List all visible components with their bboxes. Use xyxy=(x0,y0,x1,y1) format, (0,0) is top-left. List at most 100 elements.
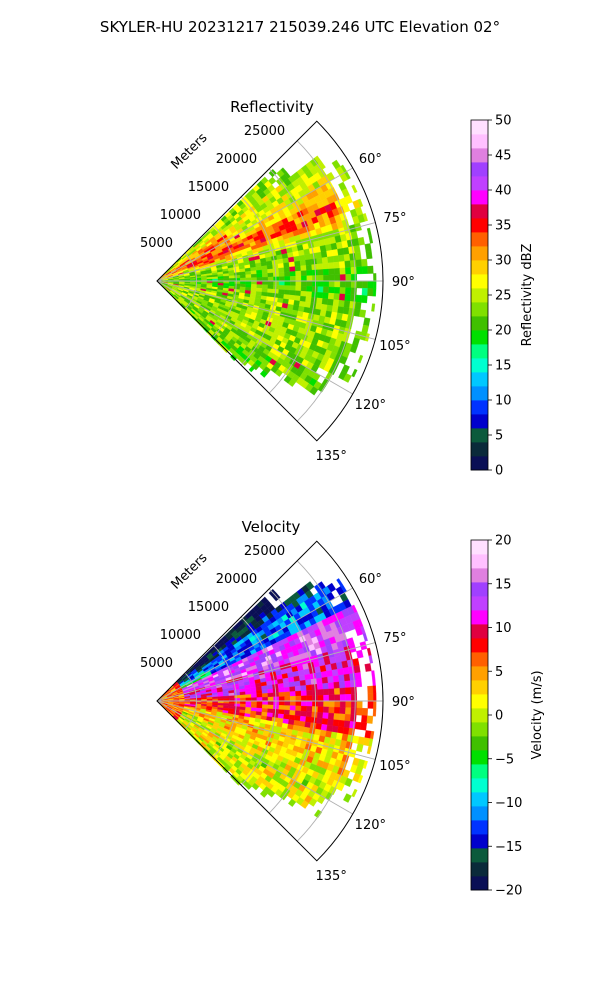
field-cell xyxy=(334,694,341,702)
field-cell xyxy=(256,269,263,275)
field-cell xyxy=(256,273,263,278)
field-cell xyxy=(316,257,323,265)
field-cell xyxy=(351,368,358,378)
field-cell xyxy=(284,696,291,702)
field-cell xyxy=(338,674,345,683)
field-cell xyxy=(262,276,269,282)
field-cell xyxy=(339,280,346,288)
field-cell xyxy=(328,700,335,708)
field-cell xyxy=(240,280,246,285)
colorbar-swatch xyxy=(471,610,488,625)
colorbar-tick-label: −10 xyxy=(495,796,522,811)
field-cell xyxy=(239,283,246,288)
field-cell xyxy=(239,691,246,696)
field-cell xyxy=(356,266,363,275)
field-cell xyxy=(251,697,258,702)
colorbar-swatch xyxy=(471,400,488,415)
field-cell xyxy=(239,274,246,279)
field-cell xyxy=(322,682,329,690)
field-cell xyxy=(245,703,252,708)
field-cell xyxy=(339,267,346,275)
field-cell xyxy=(372,288,377,297)
field-cell xyxy=(234,275,241,279)
field-cell xyxy=(293,675,301,682)
azimuth-tick-label: 75° xyxy=(383,211,406,226)
colorbar-swatch xyxy=(471,652,488,667)
field-cell xyxy=(361,324,369,334)
field-cell xyxy=(267,789,276,798)
field-cell xyxy=(294,680,301,687)
field-cell xyxy=(300,285,307,292)
field-cell xyxy=(317,383,326,393)
field-cell xyxy=(274,368,283,377)
field-cell xyxy=(316,712,324,719)
field-cell xyxy=(267,700,274,706)
field-cell xyxy=(328,688,335,696)
colorbar-tick-label: 15 xyxy=(495,577,512,592)
field-cell xyxy=(262,696,269,702)
field-cell xyxy=(338,299,345,308)
field-cell xyxy=(251,700,258,705)
field-cell xyxy=(294,295,301,302)
field-cell xyxy=(345,267,352,275)
field-cell xyxy=(284,280,291,286)
colorbar-swatch xyxy=(471,456,488,471)
field-cell xyxy=(267,704,274,710)
field-cell xyxy=(305,679,312,686)
field-cell xyxy=(333,293,340,301)
field-cell xyxy=(304,253,312,261)
field-cell xyxy=(351,700,357,709)
field-cell xyxy=(295,695,302,702)
field-cell xyxy=(362,633,368,642)
field-cell xyxy=(301,275,308,282)
field-cell xyxy=(366,227,372,237)
field-cell xyxy=(295,280,302,287)
field-cell xyxy=(363,317,371,327)
field-cell xyxy=(299,295,307,303)
field-cell xyxy=(308,797,318,807)
field-cell xyxy=(356,700,363,709)
field-cell xyxy=(278,289,285,295)
field-cell xyxy=(371,670,376,679)
field-cell xyxy=(332,719,340,727)
colorbar-swatch xyxy=(471,820,488,835)
field-cell xyxy=(267,276,274,282)
field-cell xyxy=(345,274,352,282)
field-cell xyxy=(327,676,334,684)
field-cell xyxy=(300,290,307,297)
field-cell xyxy=(256,689,263,695)
field-cell xyxy=(354,252,362,261)
field-cell xyxy=(349,673,356,681)
colorbar-tick-label: 25 xyxy=(495,289,512,304)
field-cell xyxy=(353,245,361,254)
field-cell xyxy=(305,264,313,271)
field-cell xyxy=(345,687,352,695)
field-cell xyxy=(349,344,358,354)
field-cell xyxy=(350,294,357,303)
field-cell xyxy=(355,679,363,688)
field-cell xyxy=(356,649,364,659)
field-cell xyxy=(267,272,274,278)
field-cell xyxy=(322,292,329,300)
field-cell xyxy=(320,304,328,312)
field-cell xyxy=(323,274,330,282)
field-cell xyxy=(250,273,258,278)
field-cell xyxy=(364,663,372,672)
range-tick-label: 25000 xyxy=(244,124,285,139)
colorbar-tick-label: 0 xyxy=(495,464,503,479)
field-cell xyxy=(289,696,296,702)
field-cell xyxy=(365,250,373,260)
field-cell xyxy=(317,689,324,696)
field-cell xyxy=(327,718,334,726)
field-cell xyxy=(351,280,357,289)
field-cell xyxy=(300,270,307,277)
field-cell xyxy=(251,277,258,282)
field-cell xyxy=(245,283,252,288)
field-cell xyxy=(351,184,358,194)
field-cell xyxy=(339,694,346,702)
field-cell xyxy=(262,693,269,698)
field-cell xyxy=(289,266,296,272)
field-cell xyxy=(338,254,345,263)
colorbar-swatch xyxy=(471,624,488,639)
field-cell xyxy=(344,777,353,787)
